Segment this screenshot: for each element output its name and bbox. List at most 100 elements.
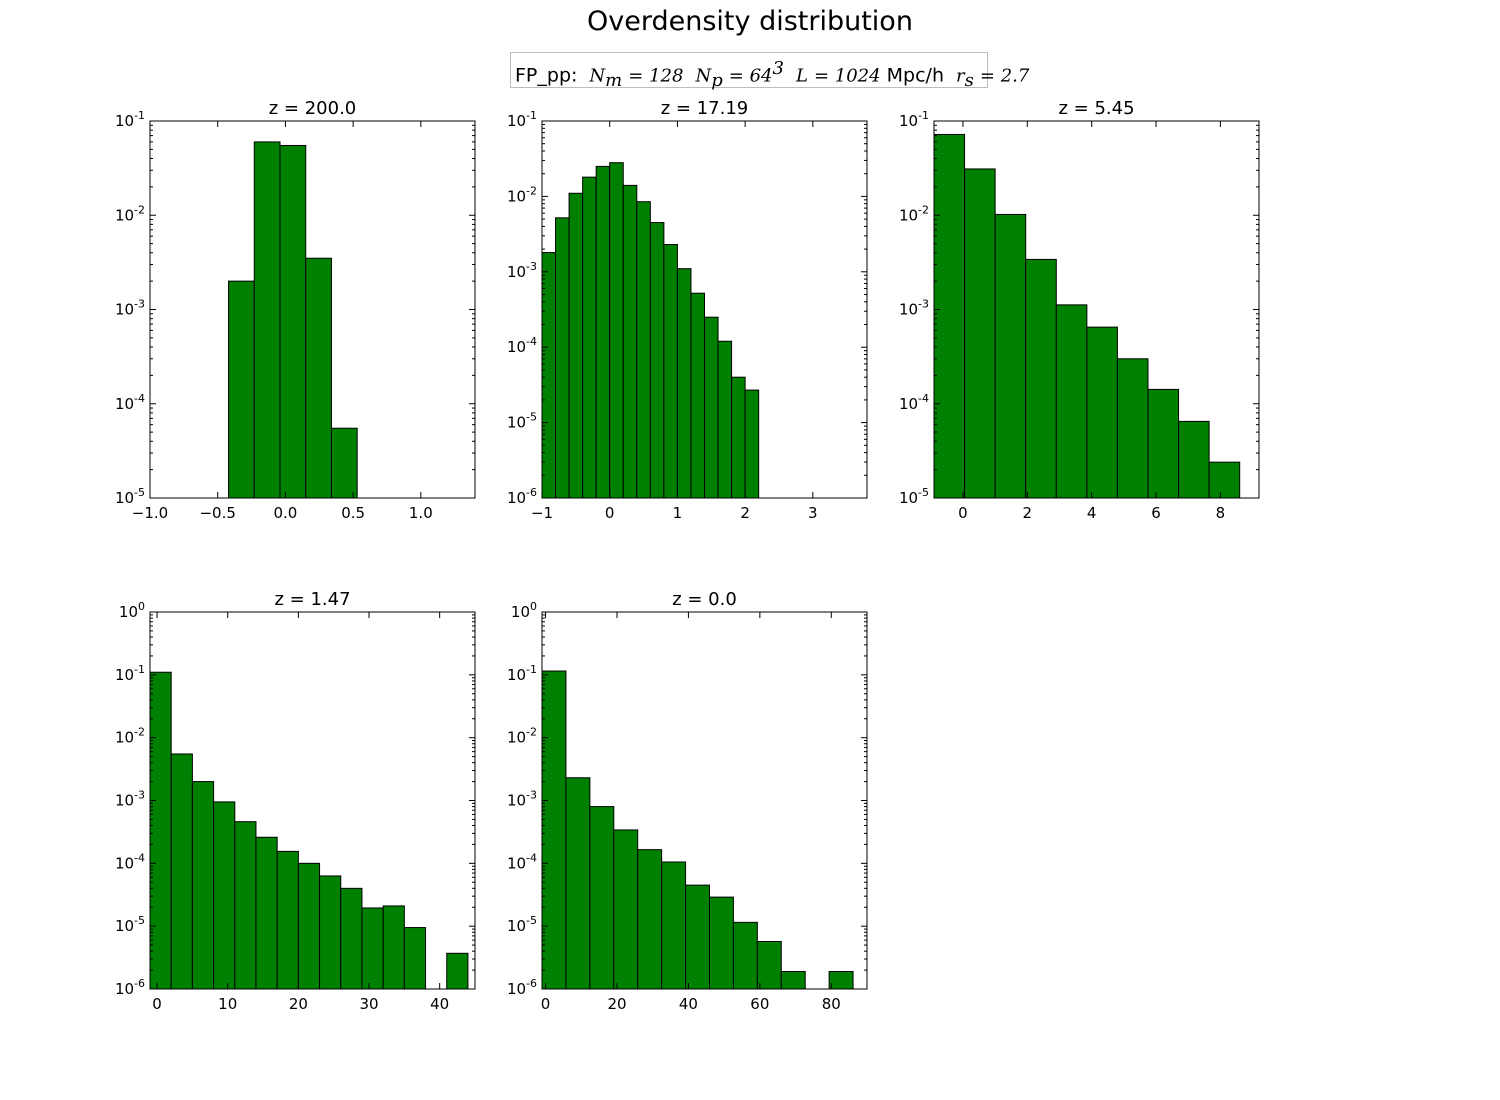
histogram-bar (756, 941, 782, 990)
x-tick-label: 3 (808, 504, 818, 522)
histogram-bar (1147, 388, 1180, 499)
histogram-bar (676, 268, 692, 499)
histogram-bar (1055, 304, 1088, 499)
histogram-bar (228, 280, 255, 499)
y-tick-label: 10-1 (115, 109, 145, 130)
panel-title: z = 17.19 (661, 98, 749, 119)
y-tick-label: 10-2 (507, 726, 537, 747)
x-tick-label: 2 (740, 504, 750, 522)
x-tick-label: 10 (218, 995, 237, 1013)
x-tick-label: 30 (359, 995, 378, 1013)
y-tick-label: 10-4 (899, 392, 929, 413)
y-tick-label: 100 (511, 600, 537, 621)
histogram-bar (649, 222, 665, 499)
histogram-bar (555, 217, 570, 499)
x-tick-label: 1.0 (409, 504, 433, 522)
y-tick-label: 100 (119, 600, 145, 621)
l-value: = 1024 (813, 65, 881, 87)
l-symbol: L (795, 65, 808, 87)
x-tick-label: 0 (152, 995, 162, 1013)
histogram-bar (613, 829, 639, 990)
x-tick-label: −1 (531, 504, 553, 522)
y-tick-label: 10-5 (507, 411, 537, 432)
x-tick-label: 2 (1023, 504, 1033, 522)
y-tick-label: 10-5 (115, 486, 145, 507)
x-tick-label: 20 (607, 995, 626, 1013)
histogram-bar (382, 905, 405, 990)
y-tick-label: 10-2 (115, 726, 145, 747)
simulation-info-box: FP_pp: Nm = 128 Np = 643 L = 1024 Mpc/h rs =… (510, 52, 1029, 92)
y-tick-label: 10-2 (899, 203, 929, 224)
y-tick-label: 10-4 (115, 851, 145, 872)
panel-title: z = 0.0 (672, 589, 737, 610)
histogram-bar (731, 376, 746, 499)
histogram-bar (253, 141, 281, 499)
x-tick-label: 80 (822, 995, 841, 1013)
histogram-bar (1208, 461, 1241, 499)
histogram-bar (568, 192, 584, 499)
histogram-bar (582, 176, 597, 499)
histogram-bar (637, 849, 663, 990)
histogram-panel-5: 0 20 40 60 80 10-6 10-5 10-4 10-3 10-2 10-1 100 z = … (507, 589, 868, 1013)
histogram-bar (709, 896, 734, 990)
x-tick-label: 0 (541, 995, 551, 1013)
histogram-bar (609, 162, 624, 499)
histogram-bar (622, 184, 638, 499)
histogram-bar (685, 884, 710, 990)
x-tick-label: 0.0 (273, 504, 297, 522)
nm-symbol: N (589, 65, 606, 87)
y-tick-label: 10-6 (507, 977, 537, 998)
y-tick-label: 10-1 (899, 109, 929, 130)
histogram-bar (994, 213, 1027, 499)
histogram-bar (661, 861, 687, 990)
histogram-bar (276, 850, 299, 990)
x-tick-label: −0.5 (199, 504, 235, 522)
nm-subscript: m (605, 70, 623, 92)
y-tick-label: 10-5 (507, 914, 537, 935)
histogram-bar (663, 244, 678, 499)
x-tick-label: 6 (1151, 504, 1161, 522)
histogram-bar (541, 670, 567, 990)
histogram-bar (541, 252, 557, 499)
y-tick-label: 10-5 (899, 486, 929, 507)
info-prefix: FP_pp: (515, 64, 578, 87)
np-exponent: 3 (772, 58, 784, 79)
histogram-bar (1086, 326, 1118, 499)
histogram-bar (149, 671, 172, 990)
y-tick-label: 10-3 (115, 789, 145, 810)
y-tick-label: 10-3 (507, 789, 537, 810)
x-tick-label: 4 (1087, 504, 1097, 522)
histogram-bar (279, 144, 307, 499)
histogram-bar (828, 970, 854, 990)
histogram-bar (744, 389, 760, 499)
axes-frame (541, 120, 868, 499)
histogram-bar (403, 927, 427, 990)
histogram-bar (361, 907, 384, 990)
x-tick-label: 60 (750, 995, 769, 1013)
panel-title: z = 200.0 (269, 98, 357, 119)
panel-title: z = 1.47 (274, 589, 350, 610)
y-tick-label: 10-6 (115, 977, 145, 998)
y-tick-label: 10-5 (115, 914, 145, 935)
histogram-bar (305, 257, 332, 499)
y-tick-label: 10-4 (115, 392, 145, 413)
y-tick-label: 10-4 (507, 335, 537, 356)
rs-subscript: s (964, 70, 974, 92)
x-tick-label: 40 (430, 995, 449, 1013)
rs-symbol: r (955, 65, 965, 87)
histogram-bar (690, 292, 705, 499)
np-subscript: p (711, 70, 723, 92)
x-tick-label: 1 (673, 504, 683, 522)
y-tick-label: 10-1 (115, 663, 145, 684)
histogram-bar (780, 970, 806, 990)
histogram-bar (1116, 358, 1149, 499)
y-tick-label: 10-4 (507, 851, 537, 872)
y-tick-label: 10-2 (507, 184, 537, 205)
x-tick-label: 8 (1216, 504, 1226, 522)
y-tick-label: 10-1 (507, 109, 537, 130)
panel-title: z = 5.45 (1058, 98, 1134, 119)
histogram-bar (170, 753, 193, 990)
histogram-bar (717, 340, 733, 499)
x-tick-label: 0 (605, 504, 615, 522)
